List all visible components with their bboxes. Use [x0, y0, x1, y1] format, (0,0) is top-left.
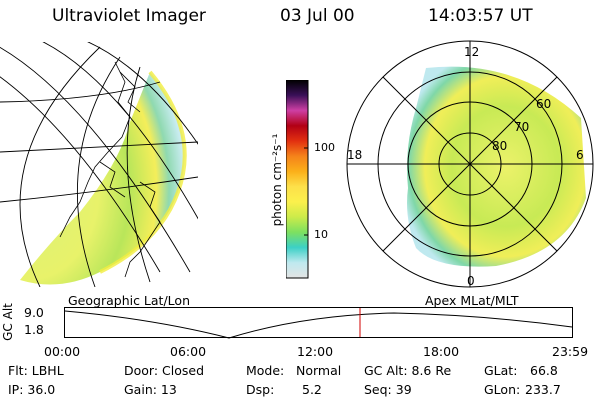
- timeline-xtick-0: 00:00: [44, 344, 81, 359]
- polar-auroral-image: 12 18 6 0 60 70 80: [346, 40, 594, 288]
- polar-lat-60: 60: [536, 97, 551, 111]
- status-glon-value: 233.7: [525, 382, 561, 397]
- colorbar-tick-100: 100: [314, 141, 335, 154]
- gc-altitude-timeline: [64, 307, 573, 339]
- geo-aurora-edge: [99, 70, 187, 274]
- left-panel-label: Geographic Lat/Lon: [68, 293, 190, 308]
- status-mode-value: Normal: [296, 363, 342, 378]
- timeline-xtick-4: 23:59: [552, 344, 589, 359]
- status-glat-label: GLat:: [484, 363, 518, 378]
- polar-lat-70: 70: [514, 120, 529, 134]
- timeline-xtick-2: 12:00: [297, 344, 334, 359]
- polar-aurora-region: [407, 66, 586, 267]
- status-mode-label: Mode:: [246, 363, 285, 378]
- status-gc-alt: GC Alt: 8.6 Re: [364, 363, 452, 378]
- date-label: 03 Jul 00: [280, 6, 355, 26]
- polar-hour-18: 18: [347, 148, 362, 162]
- status-dsp-value: 5.2: [302, 382, 322, 397]
- timeline-ytick-9: 9.0: [24, 305, 44, 320]
- status-filter: Flt: LBHL: [8, 363, 64, 378]
- geo-coastlines: [59, 61, 161, 278]
- status-glon-label: GLon:: [484, 382, 521, 397]
- timeline-xtick-1: 06:00: [170, 344, 207, 359]
- timeline-ylabel: GC Alt: [1, 303, 15, 341]
- colorbar-unit-label: photon cm⁻²s⁻¹: [270, 133, 284, 227]
- status-ip: IP: 36.0: [8, 382, 56, 397]
- polar-lat-80: 80: [492, 139, 507, 153]
- time-label: 14:03:57 UT: [428, 6, 533, 26]
- colorbar-tick-10: 10: [314, 228, 328, 241]
- right-panel-label: Apex MLat/MLT: [425, 293, 519, 308]
- polar-hour-6: 6: [576, 148, 584, 162]
- polar-hour-12: 12: [464, 45, 479, 59]
- geographic-auroral-image: [0, 42, 198, 287]
- instrument-title: Ultraviolet Imager: [52, 6, 206, 26]
- status-gain: Gain: 13: [124, 382, 177, 397]
- status-glat-value: 66.8: [530, 363, 558, 378]
- timeline-xtick-3: 18:00: [423, 344, 460, 359]
- altitude-curve: [64, 310, 573, 339]
- status-dsp-label: Dsp:: [246, 382, 275, 397]
- timeline-ytick-1: 1.8: [24, 322, 44, 337]
- status-seq: Seq: 39: [364, 382, 412, 397]
- polar-grid: [346, 40, 594, 288]
- geo-aurora-region: [20, 72, 185, 285]
- status-door: Door: Closed: [124, 363, 205, 378]
- geo-graticule: [0, 42, 198, 287]
- colorbar: [286, 80, 309, 279]
- polar-hour-0: 0: [467, 274, 475, 288]
